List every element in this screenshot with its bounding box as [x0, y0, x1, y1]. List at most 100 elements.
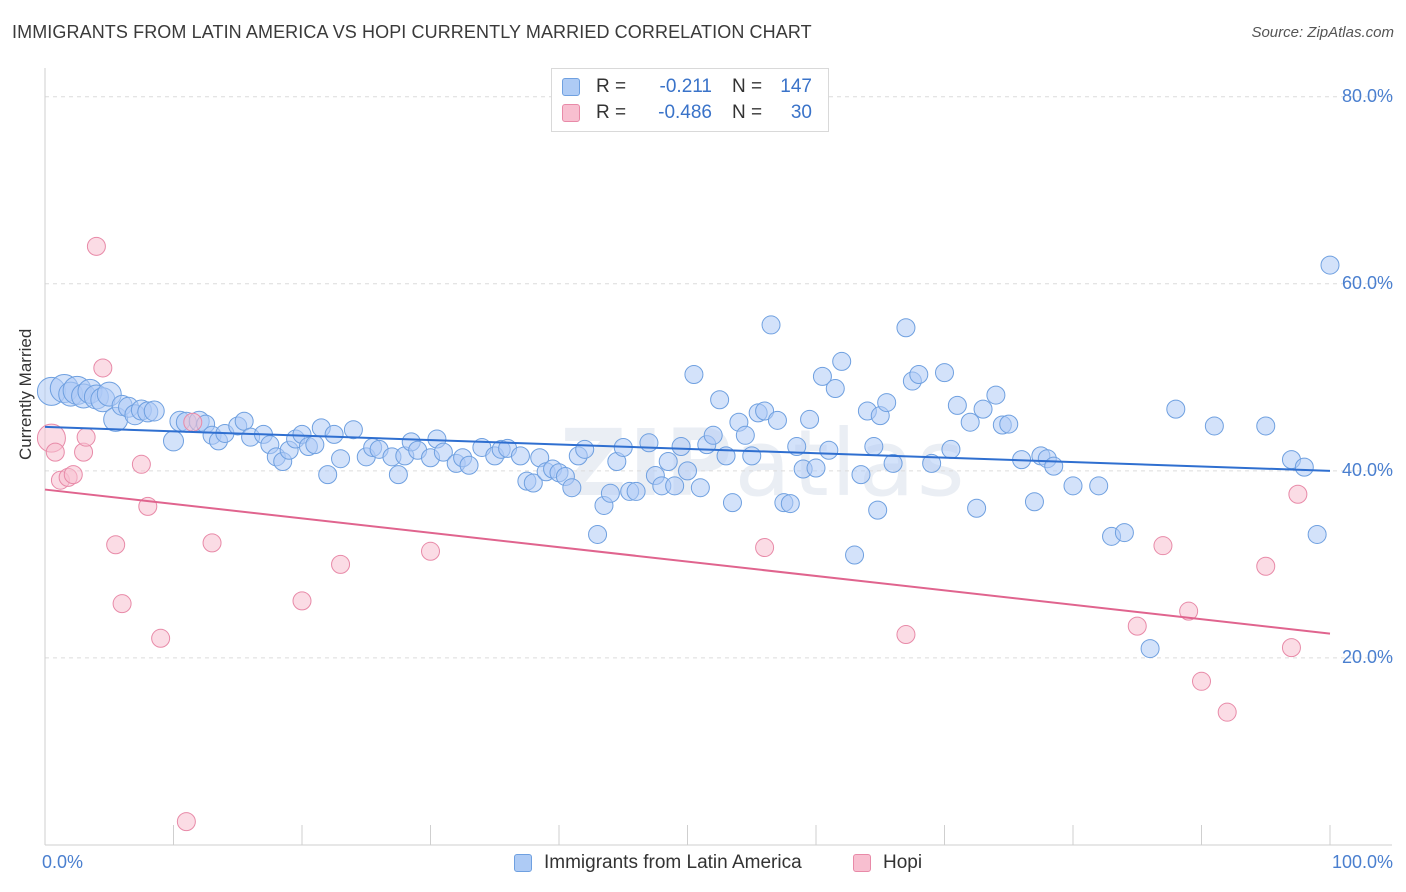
latin-america-point [510, 446, 530, 466]
latin-america-point [755, 401, 775, 421]
latin-america-point [909, 365, 929, 385]
latin-america-point [896, 318, 916, 338]
hopi-point [292, 591, 312, 611]
latin-america-point [832, 351, 852, 371]
latin-america-point [684, 365, 704, 385]
latin-america-point [665, 476, 685, 496]
chart-source: Source: ZipAtlas.com [1251, 24, 1394, 41]
hopi-point [202, 533, 222, 553]
latin-america-point [819, 440, 839, 460]
latin-america-point [1256, 416, 1276, 436]
hopi-point [1179, 601, 1199, 621]
series-label-hopi: Hopi [883, 852, 923, 873]
latin-america-point [1089, 476, 1109, 496]
y-tick-label: 60.0% [1341, 272, 1393, 293]
legend-swatch-pink [562, 104, 580, 122]
latin-america-point [1166, 399, 1186, 419]
legend-r-value: -0.486 [658, 102, 712, 123]
series-legend-hopi: Hopi [853, 852, 922, 874]
legend-row-latin-america: R = -0.211 N = 147 [562, 75, 812, 99]
legend-row-hopi: R = -0.486 N = 30 [562, 101, 812, 125]
chart-title: IMMIGRANTS FROM LATIN AMERICA VS HOPI CU… [12, 22, 812, 42]
latin-america-point [845, 545, 865, 565]
latin-america-point [787, 437, 807, 457]
latin-america-point [767, 410, 787, 430]
hopi-point [331, 554, 351, 574]
latin-america-point [973, 399, 993, 419]
correlation-legend: R = -0.211 N = 147 R = -0.486 N = 30 [551, 68, 829, 132]
latin-america-point [658, 452, 678, 471]
latin-america-point [967, 498, 987, 518]
hopi-point [93, 358, 113, 378]
latin-america-point [575, 439, 595, 459]
latin-america-point [812, 366, 832, 386]
latin-america-point [324, 424, 344, 444]
legend-n-value: 147 [780, 76, 812, 97]
latin-america-point [600, 483, 620, 503]
latin-america-point [626, 481, 646, 501]
latin-america-point [1204, 416, 1224, 436]
latin-america-point [1024, 492, 1044, 512]
latin-america-point [1044, 456, 1064, 476]
hopi-point [112, 594, 132, 614]
legend-r-label: R = [596, 76, 627, 97]
latin-america-point [163, 430, 184, 452]
legend-n-value: 30 [790, 102, 812, 123]
latin-america-point [459, 455, 479, 475]
latin-america-point [960, 412, 980, 432]
hopi-point [76, 427, 96, 447]
hopi-point [1153, 536, 1173, 556]
latin-america-point [922, 453, 942, 473]
hopi-point [106, 535, 126, 555]
latin-america-point [877, 393, 897, 413]
legend-n-label: N = [732, 76, 763, 97]
latin-america-point [864, 437, 884, 457]
series-swatch-pink [853, 854, 871, 872]
hopi-point [421, 541, 440, 561]
latin-america-point [331, 449, 351, 469]
latin-america-point [318, 465, 338, 485]
latin-america-point [806, 458, 826, 478]
latin-america-point [735, 425, 755, 445]
hopi-point [63, 465, 83, 485]
hopi-point [131, 454, 151, 474]
latin-america-point [883, 453, 903, 473]
hopi-point [176, 812, 196, 832]
hopi-point [755, 538, 775, 558]
hopi-point [1281, 638, 1301, 658]
hopi-trendline [44, 488, 1331, 635]
watermark-part1: ZIP [560, 410, 735, 517]
latin-america-point [639, 433, 659, 453]
hopi-point [1192, 671, 1211, 691]
hopi-point [1127, 616, 1147, 636]
latin-america-point [671, 437, 691, 457]
y-tick-label: 80.0% [1341, 85, 1393, 106]
latin-america-point [562, 478, 582, 498]
legend-swatch-blue [562, 78, 580, 96]
latin-america-point [343, 420, 363, 440]
hopi-point [45, 442, 65, 462]
latin-america-point [716, 446, 736, 466]
latin-america-point [742, 446, 762, 466]
hopi-point [86, 236, 106, 256]
latin-america-point [703, 425, 723, 445]
hopi-point [183, 412, 203, 432]
latin-america-point [935, 363, 954, 383]
hopi-point [896, 625, 916, 645]
latin-america-trendline [44, 425, 1331, 472]
latin-america-point [1063, 476, 1083, 496]
latin-america-point [851, 465, 871, 485]
latin-america-point [678, 461, 697, 481]
latin-america-point [722, 493, 742, 513]
latin-america-point [1140, 639, 1160, 659]
hopi-point [151, 628, 171, 648]
hopi-point [1217, 702, 1237, 722]
latin-america-point [868, 500, 888, 520]
latin-america-point [761, 315, 781, 335]
series-swatch-blue [514, 854, 532, 872]
latin-america-point [143, 400, 165, 422]
latin-america-point [986, 385, 1006, 405]
y-tick-label: 20.0% [1341, 646, 1393, 667]
latin-america-point [523, 473, 543, 493]
